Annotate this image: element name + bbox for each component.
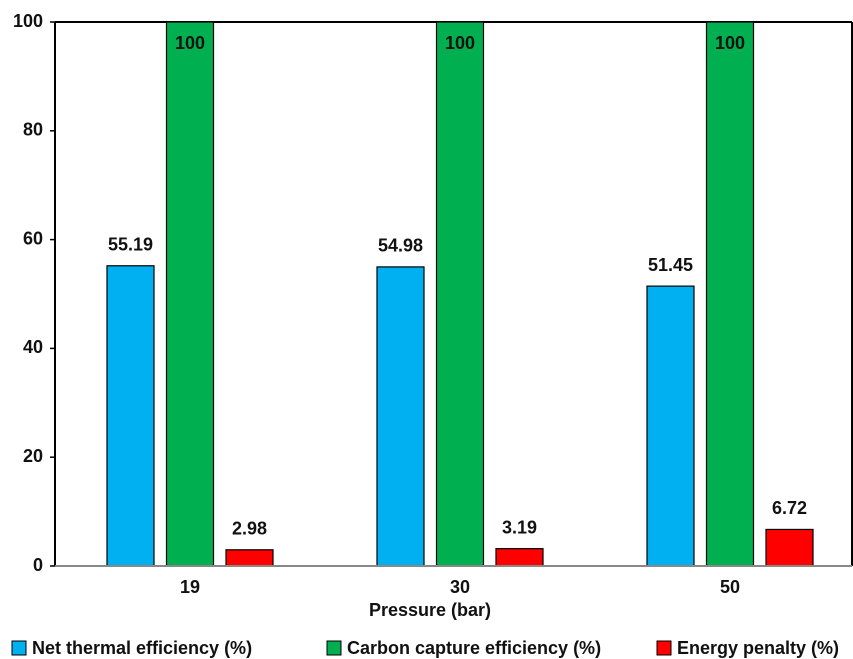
x-tick-label: 30 xyxy=(450,577,470,597)
bar xyxy=(495,548,544,567)
y-tick-label: 40 xyxy=(23,337,43,357)
y-tick-label: 20 xyxy=(23,446,43,466)
legend-label: Energy penalty (%) xyxy=(677,638,839,658)
y-tick-label: 0 xyxy=(33,555,43,575)
value-label: 100 xyxy=(715,33,745,53)
bar xyxy=(225,549,274,567)
bar xyxy=(106,265,155,567)
x-tick-label: 19 xyxy=(180,577,200,597)
x-axis-title: Pressure (bar) xyxy=(369,600,491,620)
value-label: 54.98 xyxy=(378,236,423,256)
bar xyxy=(646,285,695,567)
value-label: 3.19 xyxy=(502,517,537,537)
bar xyxy=(705,21,755,567)
y-tick-label: 80 xyxy=(23,120,43,140)
value-label: 55.19 xyxy=(108,235,153,255)
value-label: 2.98 xyxy=(232,519,267,539)
legend-marker xyxy=(326,640,342,656)
legend-label: Net thermal efficiency (%) xyxy=(32,638,252,658)
legend-marker xyxy=(656,640,672,656)
bar xyxy=(765,528,814,567)
y-tick-label: 60 xyxy=(23,228,43,248)
value-label: 51.45 xyxy=(648,255,693,275)
bar xyxy=(435,21,485,567)
x-tick-label: 50 xyxy=(720,577,740,597)
y-tick-label: 100 xyxy=(13,11,43,31)
value-label: 100 xyxy=(175,33,205,53)
legend-marker xyxy=(11,640,27,656)
value-label: 100 xyxy=(445,33,475,53)
legend-label: Carbon capture efficiency (%) xyxy=(347,638,601,658)
bar xyxy=(376,266,425,567)
bar xyxy=(165,21,215,567)
value-label: 6.72 xyxy=(772,498,807,518)
